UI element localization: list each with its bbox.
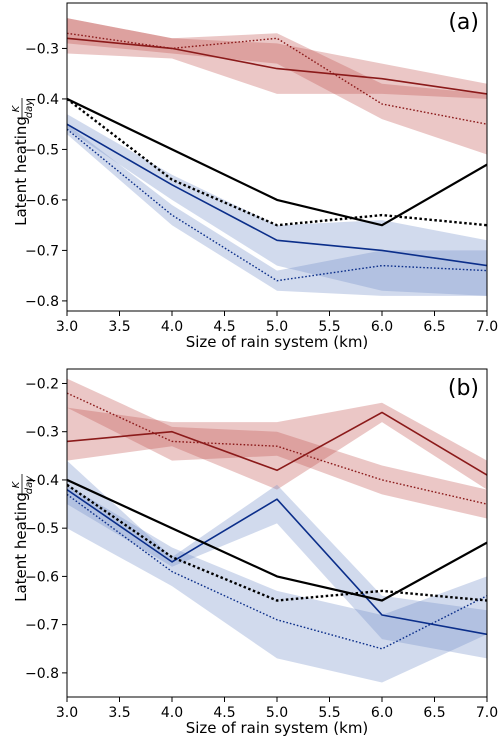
y-tick-label: −0.6 xyxy=(25,193,59,209)
x-tick-label: 6.0 xyxy=(371,319,393,335)
y-tick-label: −0.3 xyxy=(25,425,59,441)
series-0-line xyxy=(67,411,487,476)
x-tick-label: 4.5 xyxy=(213,319,235,335)
series-1-band xyxy=(67,18,487,155)
y-tick-label: −0.6 xyxy=(25,569,59,585)
y-axis-label: Latent heating K day xyxy=(11,98,35,226)
y-unit-numerator: K xyxy=(11,104,22,112)
series-5-line xyxy=(67,97,487,227)
x-tick-label: 3.5 xyxy=(108,319,130,335)
x-tick-label: 3.0 xyxy=(56,319,78,335)
y-tick-label: −0.7 xyxy=(25,618,59,634)
x-tick-label: 7.0 xyxy=(476,319,498,335)
series-4-line xyxy=(67,478,487,602)
x-tick-label: 5.0 xyxy=(266,319,288,335)
series-1-band xyxy=(67,378,487,519)
series-1-line xyxy=(67,392,487,505)
panel-a: 3.0 3.5 4.0 4.5 5.0 5.5 6.0 6.5 7.0 −0.8 −0.7 −0.6 −… xyxy=(11,2,498,351)
x-tick-label: 4.0 xyxy=(161,705,183,721)
series-2-line xyxy=(67,488,487,636)
y-tick-label: −0.5 xyxy=(25,142,59,158)
series-2-line xyxy=(67,123,487,267)
x-tick-label: 3.5 xyxy=(108,705,130,721)
series-3-band xyxy=(67,124,487,296)
x-tick-label: 6.5 xyxy=(423,319,445,335)
series-0-line xyxy=(67,37,487,95)
series-3-line xyxy=(67,128,487,282)
y-axis-label: Latent heating K day xyxy=(11,474,35,602)
y-axis-label-text: Latent heating xyxy=(12,116,30,226)
x-tick-label: 5.0 xyxy=(266,705,288,721)
plot-area xyxy=(67,378,487,683)
y-tick-label: −0.8 xyxy=(25,294,59,310)
x-tick-label: 6.0 xyxy=(371,705,393,721)
x-tick-label: 4.0 xyxy=(161,319,183,335)
y-axis-label-text: Latent heating xyxy=(12,492,30,602)
x-tick-label: 5.5 xyxy=(318,319,340,335)
series-1-line xyxy=(67,32,487,125)
y-unit-denominator: day xyxy=(24,475,35,494)
panel-b: 3.0 3.5 4.0 4.5 5.0 5.5 6.0 6.5 7.0 −0.8 −0.7 −0.6 −… xyxy=(11,368,498,737)
x-tick-label: 3.0 xyxy=(56,705,78,721)
series-3-line xyxy=(67,493,487,650)
y-unit-denominator: day xyxy=(24,99,35,118)
x-tick-label: 6.5 xyxy=(423,705,445,721)
y-tick-label: −0.8 xyxy=(25,666,59,682)
panel-label: (a) xyxy=(448,10,479,35)
x-axis-label: Size of rain system (km) xyxy=(186,719,369,737)
y-tick-label: −0.4 xyxy=(25,92,59,108)
series-5-line xyxy=(67,483,487,602)
y-tick-label: −0.3 xyxy=(25,41,59,57)
series-2-band xyxy=(67,460,487,659)
y-tick-label: −0.7 xyxy=(25,243,59,259)
x-tick-label: 5.5 xyxy=(318,705,340,721)
x-tick-label: 4.5 xyxy=(213,705,235,721)
y-tick-label: −0.5 xyxy=(25,521,59,537)
panel-label: (b) xyxy=(448,376,479,401)
y-tick-label: −0.4 xyxy=(25,473,59,489)
plot-area xyxy=(67,18,487,296)
y-unit-numerator: K xyxy=(11,480,22,488)
x-axis-label: Size of rain system (km) xyxy=(186,333,369,351)
x-tick-label: 7.0 xyxy=(476,705,498,721)
series-3-band xyxy=(67,484,487,683)
series-4-line xyxy=(67,97,487,227)
y-tick-label: −0.2 xyxy=(25,376,59,392)
